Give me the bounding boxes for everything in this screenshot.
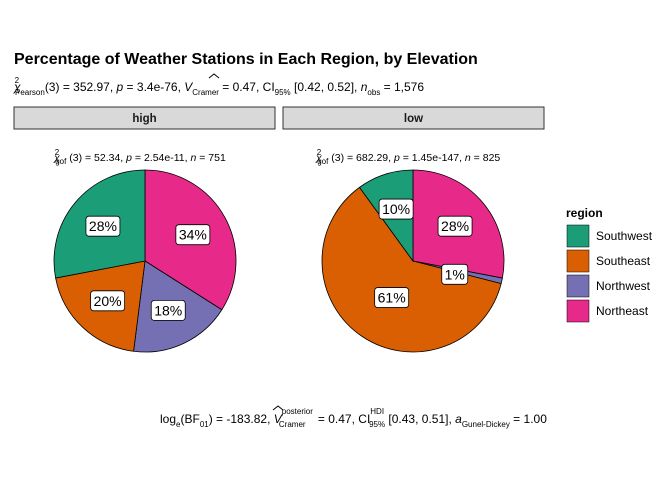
- legend-label-northeast: Northeast: [596, 304, 649, 318]
- label-high-southeast: 20%: [94, 293, 122, 309]
- subtitle-chi-sub: Pearson: [15, 88, 45, 97]
- label-low-northwest: 1%: [445, 266, 465, 282]
- slice-low-southeast: [321, 186, 502, 353]
- subtitle-p-value: = 3.4e-76,: [123, 80, 184, 94]
- subtitle-p-label: p: [116, 80, 124, 94]
- facet-low-chi-sup: 2: [317, 148, 322, 157]
- legend-key-northeast: [566, 299, 590, 323]
- caption-ci-sub: 95%: [369, 420, 385, 429]
- facet-high-n-label: n: [190, 152, 196, 164]
- facet-high-p-label: p: [125, 152, 132, 164]
- label-box-low-southwest: [378, 198, 414, 220]
- facet-low-n-label: n: [465, 152, 471, 164]
- facet-low-stat: χ2 gof (3) = 682.29, p = 1.45e-147, n = 8…: [315, 148, 500, 166]
- caption-log-sub: e: [176, 420, 181, 429]
- label-box-low-southeast: [374, 287, 410, 308]
- label-low-southeast: 61%: [378, 290, 406, 306]
- pie-high: 34% 18% 20% 28%: [53, 169, 237, 353]
- facet-strip-high: [13, 106, 276, 130]
- subtitle-chi-sup: 2: [15, 76, 20, 85]
- facet-strip-low-label: low: [404, 113, 423, 125]
- legend-key-southwest: [566, 224, 590, 248]
- facet-high-chi: χ: [53, 152, 60, 164]
- caption-bf-value: ) = -183.82,: [209, 412, 274, 426]
- subtitle-n-label: n: [361, 80, 368, 94]
- facet-low-chi: χ: [315, 152, 322, 164]
- label-box-high-northeast: [175, 224, 211, 246]
- caption-log: log: [160, 412, 176, 426]
- facet-low-p-value: = 1.45e-147,: [400, 152, 465, 164]
- subtitle-chi-symbol: χ: [13, 80, 21, 94]
- caption-bf: (BF: [180, 412, 199, 426]
- caption-ci-value: [0.43, 0.51],: [385, 412, 455, 426]
- subtitle-n-value: = 1,576: [380, 80, 424, 94]
- label-box-low-northeast: [437, 215, 473, 237]
- facet-high-n-value: = 751: [196, 152, 226, 164]
- chart-caption: loge(BF01) = -183.82, Vposterior Cramer =…: [160, 407, 547, 429]
- label-box-low-northwest: [441, 263, 469, 285]
- facet-high-chi-sub: gof: [55, 157, 67, 166]
- legend-label-southwest: Southwest: [596, 229, 653, 243]
- subtitle-v-sub: Cramer: [192, 88, 219, 97]
- label-box-high-northwest: [150, 300, 186, 321]
- facet-strip-high-label: high: [132, 113, 156, 125]
- caption-v-label: V: [274, 412, 283, 426]
- subtitle-ci-sub: 95%: [275, 88, 291, 97]
- caption-v-sub: Cramer: [279, 420, 306, 429]
- label-box-high-southwest: [85, 215, 121, 237]
- pie-low: 28% 1% 61% 10%: [321, 169, 505, 353]
- caption-v-value: = 0.47, CI: [315, 412, 371, 426]
- subtitle-v-hat: [208, 73, 220, 79]
- label-high-southwest: 28%: [89, 218, 117, 234]
- facet-low-df: (3) = 682.29,: [328, 152, 394, 164]
- subtitle-v-value: = 0.47, CI: [219, 80, 275, 94]
- caption-a-label: a: [455, 412, 462, 426]
- facet-low-n-value: = 825: [471, 152, 501, 164]
- label-low-southwest: 10%: [382, 201, 410, 217]
- legend-key-northwest: [566, 274, 590, 298]
- caption-a-value: = 1.00: [510, 412, 547, 426]
- subtitle-df: (3) = 352.97,: [45, 80, 117, 94]
- subtitle-v-label: V: [184, 80, 193, 94]
- label-high-northeast: 34%: [179, 227, 207, 243]
- chart-subtitle: χ2 Pearson(3) = 352.97, p = 3.4e-76, VCra…: [13, 76, 424, 97]
- facet-high-stat: χ2 gof (3) = 52.34, p = 2.54e-11, n = 751: [53, 148, 226, 166]
- label-box-high-southeast: [90, 290, 126, 312]
- subtitle-n-sub: obs: [367, 88, 380, 97]
- legend-title: region: [566, 206, 603, 220]
- legend-key-southeast: [566, 249, 590, 273]
- facet-strip-low: [282, 106, 545, 130]
- subtitle-ci-value: [0.42, 0.52],: [291, 80, 361, 94]
- legend-label-southeast: Southeast: [596, 254, 651, 268]
- caption-ci-sup: HDI: [370, 407, 384, 416]
- facet-high-chi-sup: 2: [55, 148, 60, 157]
- facet-low-p-label: p: [393, 152, 400, 164]
- label-high-northwest: 18%: [154, 302, 182, 318]
- caption-v-hat: [272, 405, 284, 411]
- facet-high-df: (3) = 52.34,: [66, 152, 126, 164]
- caption-a-sub: Gunel-Dickey: [462, 420, 510, 429]
- caption-bf-sub: 01: [200, 420, 209, 429]
- facet-high-p-value: = 2.54e-11,: [132, 152, 190, 164]
- label-low-northeast: 28%: [441, 218, 469, 234]
- legend: region Southwest Southeast Northwest Northe…: [566, 206, 653, 323]
- chart-title: Percentage of Weather Stations in Each R…: [14, 51, 478, 68]
- facet-low-chi-sub: gof: [317, 157, 329, 166]
- caption-v-sup: posterior: [282, 407, 313, 416]
- legend-label-northwest: Northwest: [596, 279, 651, 293]
